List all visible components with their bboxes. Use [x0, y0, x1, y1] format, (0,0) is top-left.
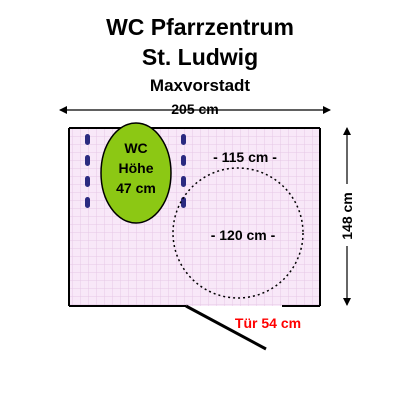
wc-height-label: Höhe: [119, 160, 154, 176]
wc-height-value: 47 cm: [116, 180, 156, 196]
width-dimension-label: 205 cm: [171, 101, 218, 117]
title-line-2: St. Ludwig: [141, 44, 259, 70]
turning-circle-icon: [172, 167, 304, 299]
grab-bar-icon: [181, 134, 186, 208]
door-swing-icon: [185, 304, 267, 351]
subtitle: Maxvorstadt: [149, 76, 251, 95]
turning-circle-label: - 120 cm -: [211, 227, 276, 243]
depth-label-mask: [338, 184, 356, 246]
grab-bar-icon: [85, 134, 90, 208]
door-width-label: Tür 54 cm: [235, 315, 301, 331]
toilet-ellipse-icon: [100, 122, 172, 224]
wc-label: WC: [124, 140, 147, 156]
depth-dimension-label: 148 cm: [339, 192, 355, 239]
title-line-1: WC Pfarrzentrum: [106, 14, 294, 40]
free-width-label: - 115 cm -: [213, 149, 277, 165]
